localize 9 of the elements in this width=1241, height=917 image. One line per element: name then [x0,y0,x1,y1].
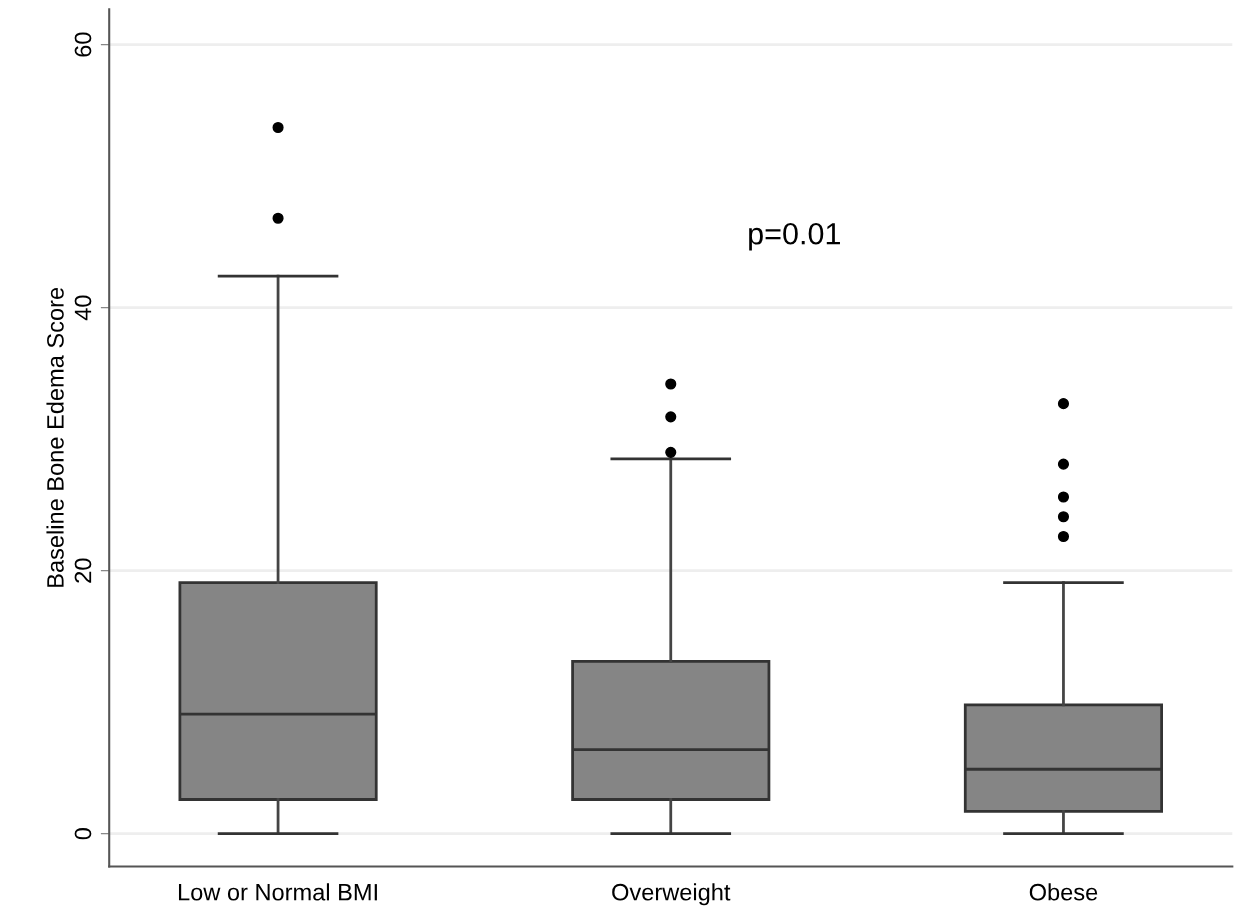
x-tick-label: Overweight [612,883,731,906]
y-tick-label: 40 [74,295,92,321]
annotation: p=0.01 [749,222,840,251]
x-tick-label: Low or Normal BMI [178,883,377,901]
y-tick-label: 20 [74,558,92,583]
y-tick-label: 60 [74,32,92,57]
y-axis-title: Baseline Bone Edema Score [46,287,64,587]
x-tick-label: Obese [1029,883,1098,901]
y-tick-label: 0 [74,828,92,840]
